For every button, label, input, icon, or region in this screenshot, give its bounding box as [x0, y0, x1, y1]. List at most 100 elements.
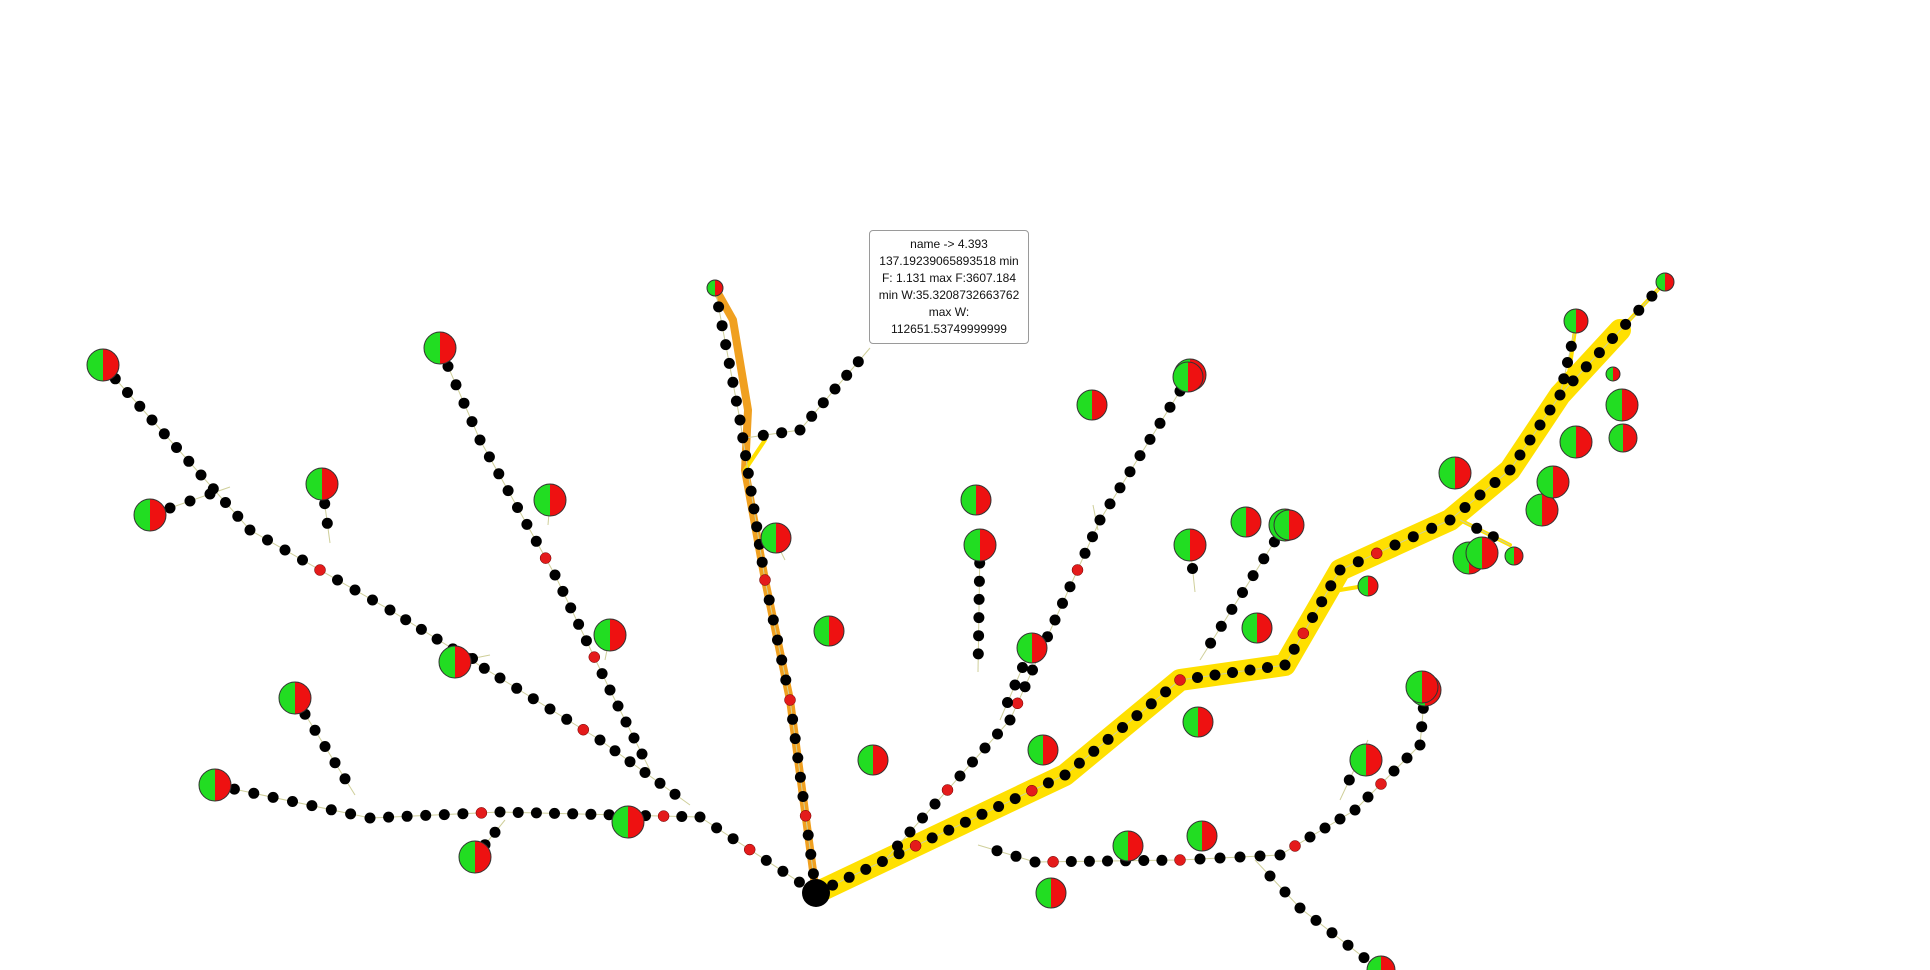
path-node[interactable]: [1027, 664, 1038, 676]
path-node[interactable]: [1209, 669, 1221, 681]
path-node[interactable]: [628, 732, 640, 744]
path-node[interactable]: [1288, 643, 1300, 655]
path-node[interactable]: [639, 767, 651, 778]
path-node[interactable]: [727, 833, 739, 845]
path-node[interactable]: [171, 442, 182, 453]
leaf-node-4[interactable]: [960, 484, 992, 516]
path-node[interactable]: [1567, 375, 1579, 387]
path-node[interactable]: [959, 816, 971, 828]
junction-node-icon[interactable]: [314, 564, 326, 576]
path-node[interactable]: [713, 301, 725, 313]
path-node[interactable]: [1358, 952, 1370, 964]
path-node[interactable]: [1593, 347, 1605, 359]
path-node[interactable]: [319, 741, 331, 752]
path-node[interactable]: [1205, 637, 1217, 649]
path-node[interactable]: [325, 804, 337, 816]
branch-west-main-spur2-leaf[interactable]: [305, 467, 339, 501]
path-node[interactable]: [723, 357, 735, 369]
path-node[interactable]: [319, 498, 331, 510]
path-node[interactable]: [954, 770, 966, 782]
path-node[interactable]: [1407, 531, 1419, 543]
path-node[interactable]: [1009, 793, 1021, 805]
junction-node-icon[interactable]: [1047, 856, 1059, 868]
path-node[interactable]: [1334, 813, 1346, 825]
path-node[interactable]: [1258, 553, 1270, 565]
path-node[interactable]: [287, 796, 298, 807]
path-node[interactable]: [694, 811, 706, 823]
path-node[interactable]: [438, 809, 450, 821]
leaf-node-25[interactable]: [1366, 955, 1396, 970]
branch-west-lower-spur2-leaf[interactable]: [458, 840, 492, 874]
path-node[interactable]: [1049, 614, 1061, 626]
path-node[interactable]: [807, 868, 819, 880]
path-node[interactable]: [1554, 389, 1566, 401]
path-node[interactable]: [727, 376, 739, 388]
path-node[interactable]: [415, 623, 427, 635]
path-node[interactable]: [297, 554, 308, 566]
path-node[interactable]: [1160, 686, 1172, 698]
path-node[interactable]: [1524, 434, 1536, 446]
path-node[interactable]: [720, 339, 732, 351]
path-node[interactable]: [248, 787, 260, 799]
path-node[interactable]: [244, 524, 256, 536]
junction-node-icon[interactable]: [539, 552, 552, 564]
path-node[interactable]: [596, 668, 608, 680]
leaf-node-24[interactable]: [1563, 308, 1589, 334]
path-node[interactable]: [530, 807, 542, 819]
path-node[interactable]: [1471, 522, 1483, 534]
path-node[interactable]: [1294, 902, 1306, 914]
leaf-node-8[interactable]: [1112, 830, 1144, 862]
path-node[interactable]: [457, 808, 469, 820]
leaf-node-23[interactable]: [1605, 366, 1621, 382]
path-node[interactable]: [1426, 522, 1438, 534]
path-node[interactable]: [797, 791, 809, 802]
path-node[interactable]: [1156, 854, 1168, 866]
path-node[interactable]: [1194, 853, 1206, 865]
path-node[interactable]: [929, 798, 941, 810]
path-node[interactable]: [1145, 698, 1157, 710]
leaf-node-29[interactable]: [1230, 506, 1262, 538]
path-node[interactable]: [565, 602, 577, 614]
path-node[interactable]: [494, 672, 506, 684]
leaf-node-6[interactable]: [1027, 734, 1059, 766]
leaf-node-11[interactable]: [1241, 612, 1273, 644]
path-node[interactable]: [1349, 804, 1361, 816]
path-node[interactable]: [1124, 466, 1136, 478]
path-node[interactable]: [780, 674, 792, 686]
path-node[interactable]: [1388, 765, 1400, 777]
path-node[interactable]: [654, 777, 666, 789]
path-node[interactable]: [1079, 547, 1091, 559]
path-node[interactable]: [521, 518, 533, 530]
path-node[interactable]: [329, 757, 341, 769]
path-node[interactable]: [1334, 564, 1346, 576]
path-node[interactable]: [972, 648, 984, 660]
path-node[interactable]: [829, 383, 841, 395]
path-node[interactable]: [1534, 419, 1546, 431]
path-node[interactable]: [267, 791, 279, 803]
path-node[interactable]: [1444, 514, 1456, 526]
path-node[interactable]: [309, 724, 321, 736]
path-node[interactable]: [1088, 745, 1100, 757]
path-node[interactable]: [367, 594, 378, 606]
path-node[interactable]: [1102, 733, 1114, 745]
path-node[interactable]: [1343, 774, 1355, 786]
path-node[interactable]: [431, 633, 443, 645]
path-node[interactable]: [1144, 433, 1156, 445]
junction-node-icon[interactable]: [1174, 674, 1186, 686]
leaf-node-28[interactable]: [1172, 361, 1204, 393]
branch-east-mid-spur-leaf[interactable]: [1173, 528, 1207, 562]
path-node[interactable]: [383, 811, 395, 823]
path-node[interactable]: [973, 612, 985, 624]
path-node[interactable]: [1187, 563, 1198, 574]
path-node[interactable]: [926, 832, 938, 844]
path-node[interactable]: [669, 788, 681, 800]
junction-node-icon[interactable]: [1375, 778, 1387, 790]
path-node[interactable]: [195, 469, 207, 481]
path-node[interactable]: [802, 829, 814, 841]
leaf-node-14[interactable]: [1438, 456, 1472, 490]
branch-east-main-leaf[interactable]: [1655, 272, 1675, 292]
path-node[interactable]: [458, 397, 470, 409]
path-node[interactable]: [332, 574, 343, 586]
branch-west-main-spur3-leaf[interactable]: [438, 645, 472, 679]
